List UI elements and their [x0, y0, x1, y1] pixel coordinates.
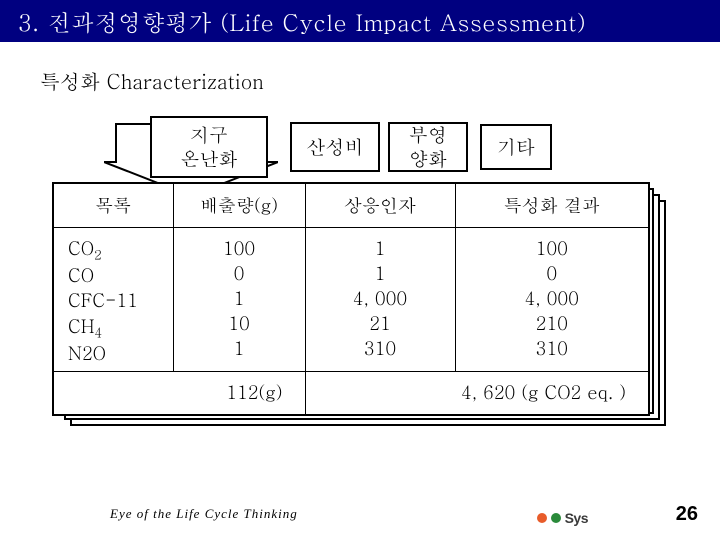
category-label: 기타	[497, 135, 535, 159]
col-header: 배출량(g)	[173, 183, 305, 227]
category-label: 산성비	[307, 135, 364, 159]
logo-dot-icon	[537, 513, 547, 523]
factors-col: 1 1 4, 000 21 310	[305, 227, 455, 371]
logo-text: Sys	[565, 510, 588, 526]
col-header: 상응인자	[305, 183, 455, 227]
emissions-col: 100 0 1 10 1	[173, 227, 305, 371]
col-header: 목록	[53, 183, 173, 227]
category-box-eutro: 부영 양화	[388, 122, 468, 172]
table-total-row: 112(g) 4, 620 (g CO2 eq. )	[53, 371, 649, 415]
page-title: 3. 전과정영향평가 (Life Cycle Impact Assessment…	[18, 6, 586, 38]
total-result: 4, 620 (g CO2 eq. )	[305, 371, 649, 415]
page-number: 26	[676, 503, 698, 526]
logo-dot-icon	[551, 513, 561, 523]
characterization-table: 목록 배출량(g) 상응인자 특성화 결과 CO2 CO CFC-11 CH4 …	[52, 182, 650, 416]
substance-list: CO2 CO CFC-11 CH4 N2O	[53, 227, 173, 371]
results-col: 100 0 4, 000 210 310	[455, 227, 649, 371]
table-data-row: CO2 CO CFC-11 CH4 N2O 100 0 1 10 1 1 1 4…	[53, 227, 649, 371]
subtitle: 특성화 Characterization	[40, 66, 264, 95]
title-bar: 3. 전과정영향평가 (Life Cycle Impact Assessment…	[0, 0, 720, 42]
category-label: 지구 온난화	[181, 123, 238, 171]
category-box-other: 기타	[480, 124, 552, 170]
table-header-row: 목록 배출량(g) 상응인자 특성화 결과	[53, 183, 649, 227]
category-box-acid: 산성비	[290, 122, 380, 172]
footer-logo: Sys	[537, 510, 588, 526]
category-row: 기타 부영 양화 산성비 지구 온난화	[110, 116, 630, 182]
footer-tagline: Eye of the Life Cycle Thinking	[110, 506, 298, 522]
total-emission: 112(g)	[53, 371, 305, 415]
col-header: 특성화 결과	[455, 183, 649, 227]
category-box-gw: 지구 온난화	[150, 116, 268, 178]
category-label: 부영 양화	[409, 123, 447, 171]
